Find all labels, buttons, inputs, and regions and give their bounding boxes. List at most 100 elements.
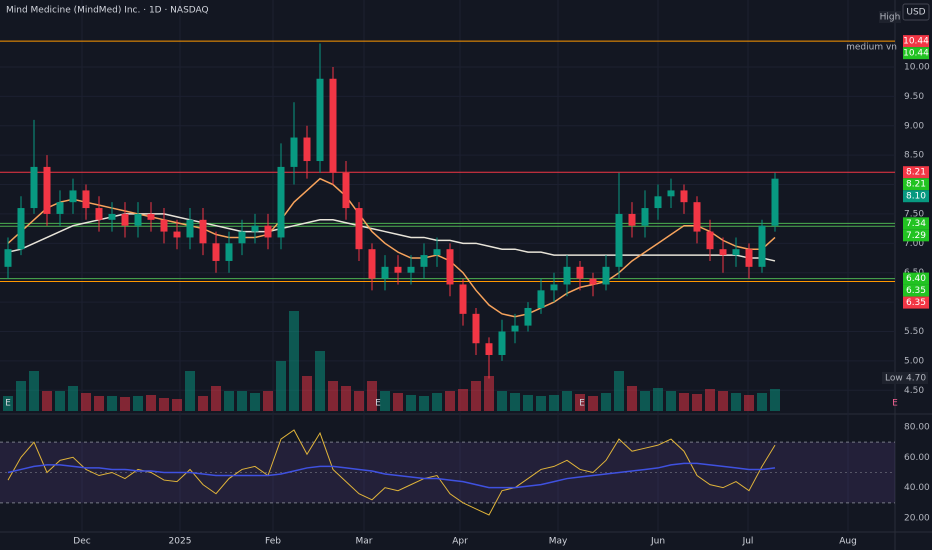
price-label-box [903, 35, 929, 48]
volume-bar [770, 389, 780, 411]
candle-body [758, 225, 766, 267]
candle-body [303, 137, 311, 162]
price-label: 10.44 [903, 49, 929, 59]
candle-body [667, 190, 675, 197]
volume-bar [406, 395, 416, 411]
volume-bar [640, 391, 650, 411]
volume-bar [198, 396, 208, 411]
price-label-box [903, 178, 929, 191]
price-label-box [903, 217, 929, 230]
candle-body [719, 249, 727, 256]
volume-bar [666, 391, 676, 411]
candle-body [212, 243, 220, 261]
volume-bar [367, 381, 377, 411]
volume-bar [237, 391, 247, 411]
candle-body [550, 284, 558, 291]
candle-body [160, 219, 168, 232]
candle-body [524, 307, 532, 326]
volume-bar [341, 386, 351, 411]
candle-body [69, 190, 77, 203]
volume-bar [211, 386, 221, 411]
volume-bar [744, 395, 754, 411]
y-tick-label: 8.50 [904, 151, 924, 161]
candle-body [30, 166, 38, 209]
volume-bar [471, 381, 481, 411]
y-tick-label: 9.50 [904, 92, 924, 102]
candle-body [433, 249, 441, 256]
volume-bar [172, 399, 182, 411]
candle-body [511, 325, 519, 332]
candle-body [459, 284, 467, 314]
moving-average [7, 177, 776, 318]
candle-body [498, 331, 506, 355]
price-label-box [903, 284, 929, 297]
volume-bar [536, 396, 546, 411]
x-tick-label: 2025 [169, 537, 192, 547]
volume-bar [614, 371, 624, 411]
candle-body [82, 190, 90, 209]
price-label-box [903, 296, 929, 309]
candle-body [342, 172, 350, 209]
candle-body [121, 213, 129, 226]
x-tick-label: Mar [356, 537, 373, 547]
x-tick-label: Dec [73, 537, 90, 547]
candle-body [641, 208, 649, 226]
candle-body [628, 213, 636, 226]
candle-body [277, 166, 285, 238]
volume-bar [445, 391, 455, 411]
y-tick-label: 10.00 [904, 63, 930, 73]
candle-body [225, 243, 233, 261]
volume-bar [289, 311, 299, 411]
candle-body [290, 137, 298, 167]
volume-bar [705, 389, 715, 411]
candle-body [316, 78, 324, 162]
candle-body [693, 202, 701, 232]
high-box [879, 11, 901, 23]
rsi-tick-label: 60.00 [904, 453, 930, 463]
candle-body [485, 343, 493, 355]
candle-body [134, 213, 142, 226]
rsi-tick-label: 80.00 [904, 422, 930, 432]
earnings-marker[interactable]: E [375, 399, 381, 409]
price-label: 7.34 [906, 219, 926, 229]
volume-bar [627, 386, 637, 411]
volume-bar [146, 395, 156, 411]
y-tick-label: 4.50 [904, 386, 924, 396]
candle-body [420, 255, 428, 267]
candle-body [95, 208, 103, 220]
price-label: 6.35 [906, 286, 926, 296]
candle-body [745, 249, 753, 267]
candle-body [706, 231, 714, 250]
currency[interactable]: USD [906, 8, 925, 18]
candle-body [238, 231, 246, 244]
volume-bar [250, 393, 260, 411]
volume-bar [497, 391, 507, 411]
volume-bar [29, 371, 39, 411]
earnings-marker[interactable]: E [892, 399, 898, 409]
volume-bar [42, 391, 52, 411]
x-tick-label: Aug [839, 537, 857, 547]
volume-bar [315, 351, 325, 411]
candle-body [17, 208, 25, 250]
volume-bar [354, 391, 364, 411]
earnings-marker[interactable]: E [5, 399, 11, 409]
volume-bar [653, 388, 663, 411]
candle-body [56, 202, 64, 214]
y-tick-label: 5.00 [904, 356, 924, 366]
volume-bar [328, 381, 338, 411]
candle-body [173, 231, 181, 238]
price-label-box [903, 190, 929, 203]
low-label: Low [885, 374, 903, 384]
candle-body [368, 249, 376, 279]
earnings-marker[interactable]: E [579, 399, 585, 409]
candle-body [563, 266, 571, 285]
volume-bar [601, 393, 611, 411]
candle-body [394, 266, 402, 273]
candle-body [108, 213, 116, 220]
y-tick-label: 9.00 [904, 121, 924, 131]
y-tick-label: 5.50 [904, 327, 924, 337]
rsi-tick-label: 20.00 [904, 514, 930, 524]
price-label-box [903, 272, 929, 285]
currency-box[interactable] [902, 3, 930, 21]
